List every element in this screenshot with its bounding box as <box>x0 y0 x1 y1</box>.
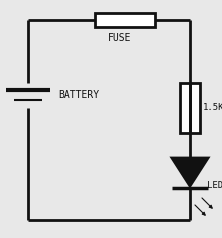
Bar <box>95 13 155 27</box>
Polygon shape <box>172 158 208 186</box>
Bar <box>180 83 200 133</box>
Text: 1.5K: 1.5K <box>203 104 222 113</box>
Text: LED: LED <box>207 182 222 190</box>
Text: FUSE: FUSE <box>108 33 132 43</box>
Text: BATTERY: BATTERY <box>58 90 99 100</box>
